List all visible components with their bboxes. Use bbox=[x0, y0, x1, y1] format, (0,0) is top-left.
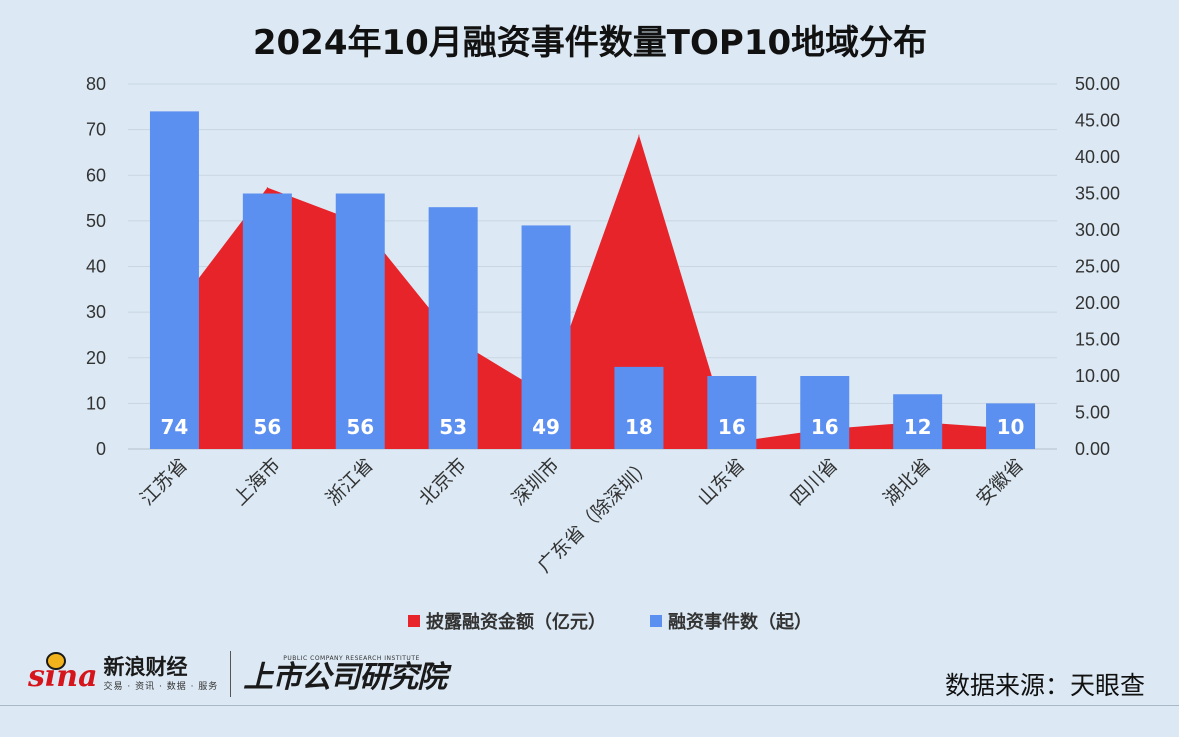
legend-swatch-amount bbox=[408, 615, 420, 627]
x-category-label: 山东省 bbox=[694, 454, 750, 510]
left-tick-label: 0 bbox=[96, 439, 106, 459]
bar-value-label: 56 bbox=[346, 415, 374, 439]
brand-logos: sina 新浪财经 交易 · 资讯 · 数据 · 服务 PUBLIC COMPA… bbox=[28, 646, 447, 702]
bar-value-label: 74 bbox=[161, 415, 189, 439]
count-bar bbox=[800, 376, 850, 449]
right-tick-label: 5.00 bbox=[1075, 403, 1110, 423]
left-tick-label: 60 bbox=[86, 165, 106, 185]
right-tick-label: 45.00 bbox=[1075, 111, 1120, 131]
bar-data-labels: 74 56 56 53 49 18 16 16 12 10 bbox=[161, 415, 1025, 439]
count-bar bbox=[614, 366, 664, 449]
x-category-label: 湖北省 bbox=[879, 454, 935, 510]
count-bar bbox=[149, 111, 199, 449]
bar-value-label: 18 bbox=[625, 415, 653, 439]
data-source: 数据来源：天眼查 bbox=[944, 671, 1145, 700]
left-tick-label: 20 bbox=[86, 348, 106, 368]
right-tick-label: 10.00 bbox=[1075, 366, 1120, 386]
amount-point bbox=[266, 187, 268, 189]
bar-value-label: 16 bbox=[811, 415, 839, 439]
left-tick-label: 10 bbox=[86, 393, 106, 413]
brand-divider bbox=[230, 651, 232, 697]
bar-value-label: 10 bbox=[997, 415, 1025, 439]
amount-point bbox=[638, 134, 640, 136]
x-category-label: 深圳市 bbox=[508, 454, 564, 510]
right-tick-label: 20.00 bbox=[1075, 293, 1120, 313]
right-tick-label: 50.00 bbox=[1075, 74, 1120, 94]
left-tick-label: 50 bbox=[86, 211, 106, 231]
right-y-axis: 0.00 5.00 10.00 15.00 20.00 25.00 30.00 35.00 40… bbox=[1075, 74, 1120, 459]
count-bar bbox=[893, 394, 943, 449]
right-tick-label: 25.00 bbox=[1075, 257, 1120, 277]
count-bar bbox=[335, 193, 385, 449]
institute-english-name: PUBLIC COMPANY RESEARCH INSTITUTE bbox=[283, 654, 420, 662]
x-category-label: 浙江省 bbox=[322, 454, 378, 510]
count-bar bbox=[428, 207, 478, 449]
footer-divider bbox=[0, 705, 1179, 706]
bar-value-label: 16 bbox=[718, 415, 746, 439]
left-tick-label: 30 bbox=[86, 302, 106, 322]
bar-value-label: 12 bbox=[904, 415, 932, 439]
sina-finance-logo: sina 新浪财经 交易 · 资讯 · 数据 · 服务 bbox=[28, 652, 219, 693]
institute-chinese-name: 上市公司研究院 bbox=[243, 659, 447, 695]
right-tick-label: 0.00 bbox=[1075, 439, 1110, 459]
x-category-label: 安徽省 bbox=[972, 454, 1028, 510]
x-category-label: 四川省 bbox=[786, 454, 842, 510]
x-category-label: 上海市 bbox=[229, 454, 285, 510]
sina-eye-icon bbox=[46, 652, 66, 671]
right-tick-label: 40.00 bbox=[1075, 147, 1120, 167]
left-tick-label: 80 bbox=[86, 74, 106, 94]
bar-value-label: 56 bbox=[253, 415, 281, 439]
left-tick-label: 70 bbox=[86, 120, 106, 140]
sina-finance-tagline: 交易 · 资讯 · 数据 · 服务 bbox=[103, 682, 219, 693]
count-bar-series bbox=[149, 111, 1036, 449]
legend-label-amount: 披露融资金额（亿元） bbox=[426, 611, 606, 633]
left-y-axis: 0 10 20 30 40 50 60 70 80 bbox=[86, 74, 106, 459]
amount-area bbox=[174, 135, 1011, 449]
sina-wordmark: sina bbox=[28, 652, 98, 692]
x-category-label: 北京市 bbox=[415, 454, 471, 510]
bar-value-label: 49 bbox=[532, 415, 560, 439]
bar-value-label: 53 bbox=[439, 415, 467, 439]
chart-title: 2024年10月融资事件数量TOP10地域分布 bbox=[253, 23, 927, 63]
count-bar bbox=[707, 376, 757, 449]
sina-finance-name: 新浪财经 bbox=[103, 654, 188, 679]
left-tick-label: 40 bbox=[86, 257, 106, 277]
right-tick-label: 30.00 bbox=[1075, 220, 1120, 240]
right-tick-label: 15.00 bbox=[1075, 330, 1120, 350]
legend-swatch-count bbox=[650, 615, 662, 627]
amount-area-series bbox=[173, 134, 1012, 449]
count-bar bbox=[986, 403, 1036, 449]
institute-logo: PUBLIC COMPANY RESEARCH INSTITUTE 上市公司研究… bbox=[243, 654, 447, 695]
count-bar bbox=[521, 225, 571, 449]
x-category-label: 江苏省 bbox=[136, 454, 192, 510]
right-tick-label: 35.00 bbox=[1075, 184, 1120, 204]
count-bar bbox=[242, 193, 292, 449]
legend: 披露融资金额（亿元） 融资事件数（起） bbox=[408, 611, 812, 633]
legend-label-count: 融资事件数（起） bbox=[668, 611, 812, 633]
